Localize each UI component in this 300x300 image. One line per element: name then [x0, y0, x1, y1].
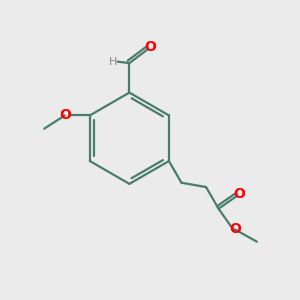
Text: O: O	[145, 40, 157, 54]
Text: O: O	[59, 108, 71, 122]
Text: H: H	[109, 57, 117, 67]
Text: O: O	[233, 187, 245, 201]
Text: O: O	[229, 222, 241, 236]
